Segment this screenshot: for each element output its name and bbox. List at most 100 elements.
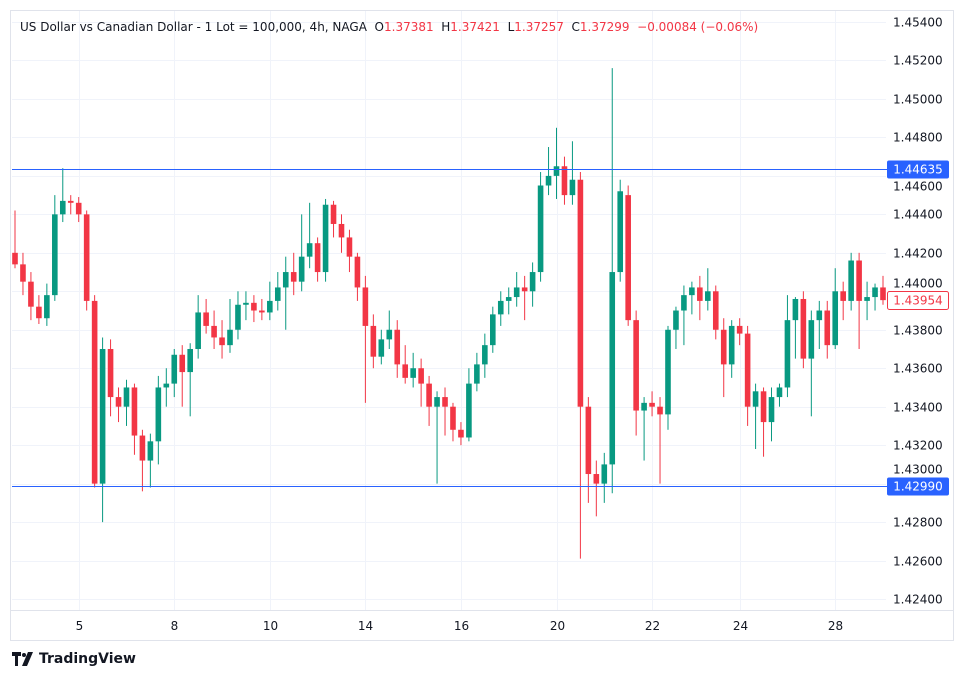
candle-body-up (171, 354, 178, 384)
candle-body-down (346, 237, 353, 257)
horizontal-line-price-label: 1.42990 (893, 480, 943, 494)
last-price-label: 1.43954 (893, 294, 943, 308)
candle-body-down (442, 397, 448, 407)
candle-body-down (856, 260, 862, 301)
price-tick-label: 1.42800 (893, 516, 943, 530)
candle-body-down (840, 291, 846, 301)
candle-body-down (800, 298, 807, 359)
candle-body-up (482, 345, 488, 365)
candle-body-down (760, 391, 767, 423)
candle-body-up (466, 383, 472, 438)
price-tick-label: 1.43800 (893, 324, 943, 338)
candle-body-up (163, 383, 170, 388)
last-price-tag (887, 291, 949, 310)
close-label: C (571, 20, 580, 34)
price-tick-label: 1.42400 (893, 593, 943, 607)
candle-body-down (824, 310, 831, 346)
price-tick-label: 1.43600 (893, 362, 943, 376)
candle-body-up (864, 297, 870, 301)
candle-body-up (378, 339, 385, 357)
candle-body-up (195, 312, 201, 349)
candle-body-up (322, 204, 329, 273)
candle-body-down (577, 179, 584, 407)
candle-body-down (362, 287, 369, 326)
time-tick-label: 22 (645, 619, 660, 633)
candle-body-down (36, 306, 42, 319)
candle-body-up (681, 295, 687, 311)
price-tick-label: 1.43400 (893, 401, 943, 415)
candle-body-up (52, 214, 58, 296)
candle-body-down (12, 252, 18, 265)
candle-body-up (673, 310, 679, 330)
candle-body-down (314, 243, 321, 273)
candle-body-up (689, 287, 695, 296)
candle-body-up (545, 175, 552, 186)
price-tick-label: 1.44400 (893, 208, 943, 222)
candle-body-up (665, 329, 671, 415)
candle-body-up (617, 191, 624, 273)
price-tick-label: 1.44000 (893, 277, 943, 291)
candle-body-down (633, 320, 639, 411)
high-value: 1.37421 (450, 20, 500, 34)
high-label: H (441, 20, 451, 34)
candle-body-down (131, 387, 138, 436)
price-tick-label: 1.44200 (893, 247, 943, 261)
candle-body-down (75, 202, 82, 215)
candle-body-up (505, 297, 512, 301)
candle-body-down (219, 337, 225, 346)
candle-body-up (99, 348, 106, 484)
candle-body-up (609, 272, 616, 465)
candle-body-down (712, 291, 719, 330)
candle-body-up (59, 200, 66, 215)
candle-body-down (720, 329, 727, 365)
candle-body-down (649, 402, 655, 407)
tradingview-logo[interactable]: TradingView (12, 651, 136, 667)
candle-body-down (418, 368, 424, 384)
candle-body-up (728, 325, 735, 365)
candle-body-up (227, 329, 233, 346)
candle-body-up (497, 300, 504, 315)
candle-body-up (816, 310, 823, 321)
candle-body-up (306, 243, 313, 257)
candle-body-down (115, 397, 122, 407)
time-tick-label: 14 (358, 619, 373, 633)
candle-body-down (697, 287, 703, 301)
candle-body-down (744, 333, 751, 407)
candle-body-down (91, 300, 98, 484)
candle-body-up (872, 287, 878, 298)
candle-body-down (203, 312, 209, 326)
time-tick-label: 24 (733, 619, 748, 633)
horizontal-line-price-tag (887, 160, 949, 179)
candle-body-up (147, 441, 154, 461)
candle-body-up (641, 402, 647, 411)
candle-body-up (768, 397, 775, 423)
candle-body-up (784, 320, 791, 388)
chart-frame (10, 10, 954, 641)
candle-body-down (28, 281, 34, 307)
candle-body-up (187, 348, 193, 373)
low-label: L (507, 20, 515, 34)
candle-body-down (458, 429, 464, 438)
candle-body-up (123, 387, 130, 407)
price-tick-label: 1.43200 (893, 439, 943, 453)
candle-body-down (561, 166, 568, 196)
candle-body-down (290, 272, 297, 282)
price-tick-label: 1.44600 (893, 180, 943, 194)
price-tick-label: 1.44800 (893, 131, 943, 145)
candle-body-down (107, 348, 114, 398)
candle-body-up (569, 179, 576, 196)
candle-body-down (259, 310, 265, 313)
candle-body-down (657, 406, 663, 415)
candle-body-down (354, 256, 361, 288)
candle-body-up (298, 256, 305, 282)
candle-body-down (330, 204, 337, 224)
time-tick-label: 5 (76, 619, 84, 633)
candle-body-up (776, 387, 783, 398)
candle-body-up (529, 272, 536, 292)
candle-body-down (394, 329, 401, 365)
candle-body-down (521, 287, 528, 292)
price-tick-label: 1.42600 (893, 555, 943, 569)
candle-body-up (553, 166, 560, 176)
candle-body-up (808, 320, 815, 359)
